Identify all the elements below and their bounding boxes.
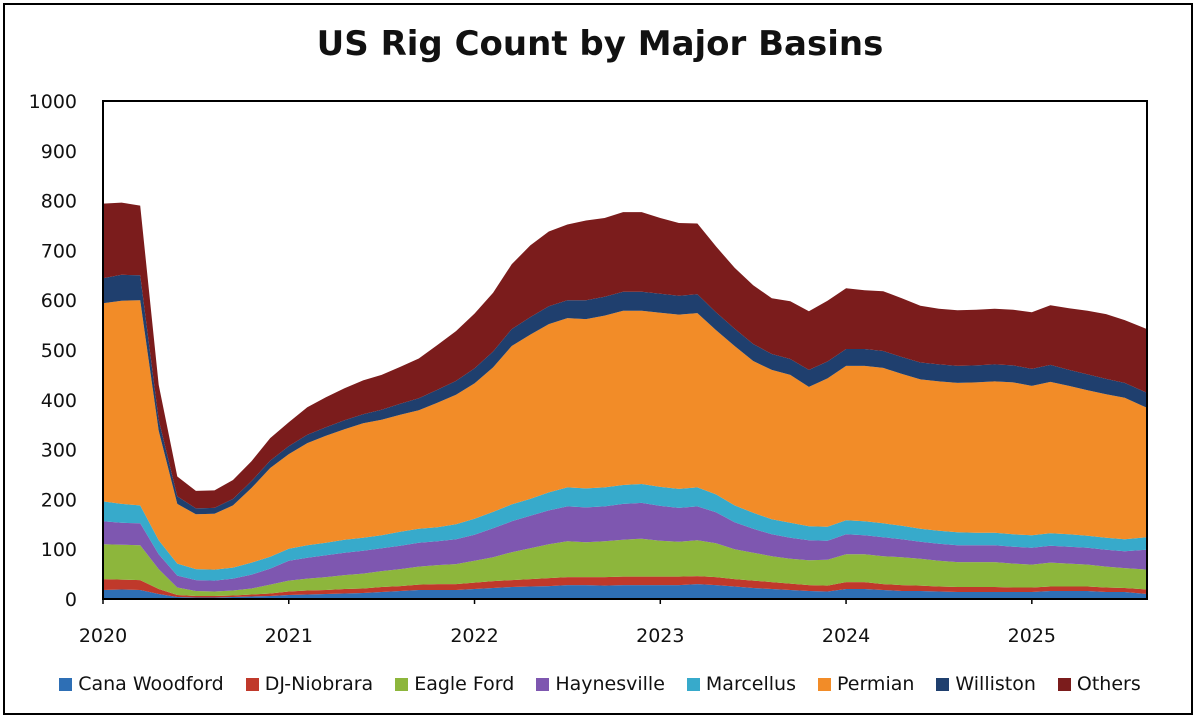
- legend-swatch: [686, 677, 700, 691]
- legend-item: Permian: [817, 673, 915, 695]
- legend-item: Eagle Ford: [395, 673, 514, 695]
- y-tick-label: 0: [65, 589, 77, 611]
- legend-swatch: [817, 677, 831, 691]
- x-axis: 2020 2021 2022 2023 2024 2025: [79, 599, 1056, 647]
- legend-label: Eagle Ford: [414, 673, 515, 695]
- area-cana-woodford: [103, 584, 1147, 599]
- legend-item: Williston: [936, 673, 1036, 695]
- legend-label: Williston: [955, 673, 1036, 695]
- y-tick-label: 500: [41, 340, 77, 362]
- legend-item: Cana Woodford: [59, 673, 224, 695]
- legend-swatch: [1057, 677, 1071, 691]
- x-tick-label: 2022: [450, 625, 498, 647]
- legend-swatch: [395, 677, 409, 691]
- legend-swatch: [59, 677, 73, 691]
- legend-item: DJ-Niobrara: [245, 673, 374, 695]
- legend-item: Marcellus: [686, 673, 796, 695]
- area-dj-niobrara: [103, 576, 1147, 598]
- plot-area-border: [102, 100, 1148, 600]
- legend-swatch: [536, 677, 550, 691]
- y-axis: 0 100 200 300 400 500 600 700 800 900 1000: [29, 91, 77, 611]
- y-tick-label: 600: [41, 290, 77, 312]
- legend-label: Marcellus: [705, 673, 796, 695]
- x-tick-label: 2020: [79, 625, 127, 647]
- y-tick-label: 900: [41, 141, 77, 163]
- chart-legend: Cana Woodford DJ-Niobrara Eagle Ford Haynes…: [0, 673, 1200, 695]
- y-tick-label: 100: [41, 539, 77, 561]
- y-tick-label: 200: [41, 489, 77, 511]
- legend-label: DJ-Niobrara: [264, 673, 374, 695]
- legend-item: Haynesville: [536, 673, 665, 695]
- x-tick-label: 2024: [822, 625, 870, 647]
- stacked-areas: [103, 202, 1147, 599]
- legend-label: Others: [1076, 673, 1141, 695]
- legend-item: Others: [1057, 673, 1141, 695]
- area-marcellus: [103, 484, 1147, 581]
- legend-label: Cana Woodford: [78, 673, 224, 695]
- area-others: [103, 202, 1147, 509]
- y-tick-label: 1000: [29, 91, 77, 113]
- legend-label: Permian: [836, 673, 915, 695]
- area-haynesville: [103, 502, 1147, 592]
- x-tick-label: 2021: [265, 625, 313, 647]
- legend-swatch: [245, 677, 259, 691]
- area-eagle-ford: [103, 538, 1147, 596]
- x-tick-label: 2025: [1008, 625, 1056, 647]
- legend-label: Haynesville: [555, 673, 665, 695]
- y-tick-label: 400: [41, 390, 77, 412]
- y-tick-label: 700: [41, 240, 77, 262]
- y-tick-label: 800: [41, 191, 77, 213]
- x-tick-label: 2023: [636, 625, 684, 647]
- y-tick-label: 300: [41, 440, 77, 462]
- legend-swatch: [936, 677, 950, 691]
- area-permian: [103, 300, 1147, 570]
- chart-title: US Rig Count by Major Basins: [316, 24, 884, 64]
